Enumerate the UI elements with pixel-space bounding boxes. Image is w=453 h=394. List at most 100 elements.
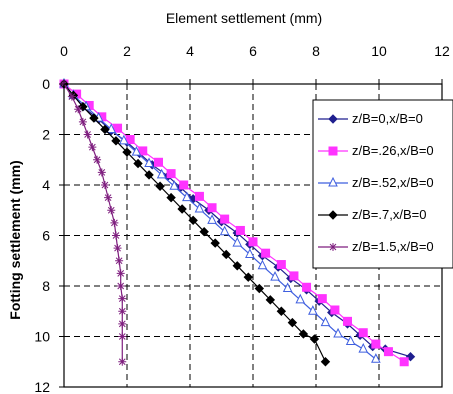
y-axis-label: Fotting settlement (mm) — [7, 160, 23, 319]
data-point — [88, 143, 97, 152]
data-point — [166, 192, 176, 203]
x-tick-label: 8 — [312, 43, 320, 59]
data-point — [154, 157, 163, 167]
legend-label: z/B=.26,x/B=0 — [352, 143, 434, 158]
data-point — [93, 155, 102, 164]
data-point — [89, 113, 99, 123]
data-point — [254, 283, 265, 294]
data-point — [371, 353, 381, 363]
data-point — [179, 180, 189, 190]
data-point — [276, 306, 287, 316]
legend: z/B=0,x/B=0 z/B=.26,x/B=0 z/B=.52,x/B=0 z/B… — [312, 99, 453, 269]
data-point — [220, 214, 230, 224]
data-point — [133, 158, 143, 169]
legend-entry: z/B=1.5,x/B=0 — [318, 239, 434, 254]
data-point — [333, 327, 343, 338]
data-point — [287, 317, 298, 328]
data-point — [245, 248, 255, 258]
data-point — [111, 136, 121, 146]
data-point — [166, 169, 176, 179]
data-point — [328, 176, 338, 187]
data-point — [118, 307, 127, 316]
y-tick-label: 6 — [42, 228, 50, 244]
legend-label: z/B=0,x/B=0 — [352, 111, 423, 126]
data-point — [243, 272, 253, 282]
legend-entry: z/B=.7,x/B=0 — [318, 207, 426, 222]
data-point — [100, 181, 109, 189]
data-point — [302, 282, 312, 292]
data-point — [118, 357, 127, 366]
series-layer — [59, 77, 416, 367]
data-point — [169, 180, 180, 190]
data-point — [78, 102, 88, 112]
data-point — [119, 134, 129, 145]
y-tick-label: 4 — [42, 177, 50, 193]
data-point — [328, 146, 338, 156]
y-tick-label: 0 — [42, 76, 50, 92]
data-point — [122, 147, 132, 157]
data-point — [383, 347, 393, 357]
data-point — [295, 293, 306, 304]
x-tick-label: 12 — [434, 43, 450, 59]
data-point — [131, 146, 142, 156]
data-point — [113, 244, 122, 253]
data-point — [100, 124, 110, 135]
legend-entry: z/B=.52,x/B=0 — [318, 175, 434, 190]
series-line — [63, 83, 123, 362]
data-point — [309, 334, 320, 344]
data-point — [116, 282, 125, 290]
data-point — [106, 123, 117, 133]
x-tick-label: 0 — [60, 43, 68, 59]
data-point — [156, 168, 167, 179]
data-point — [232, 261, 242, 271]
data-point — [207, 214, 217, 224]
data-point — [199, 227, 209, 237]
data-point — [116, 269, 125, 278]
data-point — [97, 168, 106, 177]
data-point — [282, 282, 293, 293]
data-point — [219, 225, 230, 236]
data-point — [329, 243, 337, 251]
data-point — [188, 215, 198, 226]
data-point — [289, 271, 299, 281]
data-point — [328, 114, 338, 124]
data-point — [270, 271, 280, 281]
data-point — [118, 332, 127, 341]
legend-entry: z/B=0,x/B=0 — [318, 111, 423, 126]
data-point — [235, 225, 245, 235]
data-point — [144, 157, 154, 168]
data-point — [107, 206, 116, 215]
x-tick-label: 6 — [249, 43, 257, 59]
x-tick-label: 2 — [123, 43, 131, 59]
data-point — [265, 295, 276, 305]
data-point — [83, 130, 92, 139]
data-point — [144, 170, 154, 180]
data-point — [111, 231, 120, 240]
data-point — [155, 181, 165, 191]
y-tick-label: 8 — [42, 278, 50, 294]
data-point — [115, 256, 124, 265]
data-point — [261, 248, 271, 258]
data-point — [358, 328, 368, 338]
data-point — [207, 203, 217, 213]
data-point — [74, 105, 83, 114]
data-point — [78, 117, 87, 126]
data-point — [67, 92, 76, 101]
x-tick-label: 4 — [186, 43, 194, 59]
data-point — [177, 204, 187, 214]
data-point — [330, 305, 340, 315]
data-point — [248, 237, 258, 247]
data-point — [343, 316, 352, 326]
data-point — [399, 357, 409, 367]
data-point — [320, 357, 331, 367]
data-point — [221, 249, 231, 260]
data-point — [210, 238, 220, 248]
data-point — [358, 343, 369, 353]
data-point — [276, 260, 286, 270]
data-point — [194, 191, 204, 201]
data-point — [328, 210, 338, 220]
x-tick-label: 10 — [371, 43, 387, 59]
y-tick-label: 12 — [34, 379, 50, 394]
data-point — [257, 259, 268, 270]
